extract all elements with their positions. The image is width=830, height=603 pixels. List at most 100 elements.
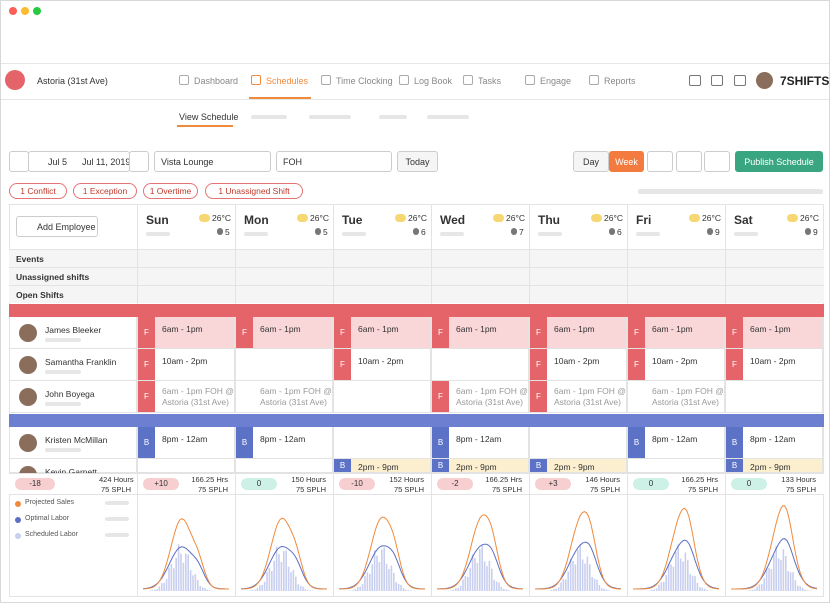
min-dot[interactable]: [21, 7, 29, 15]
shift-cell[interactable]: B 2pm - 9pm: [333, 459, 431, 473]
shift-time: 6am - 1pm FOH @: [554, 386, 626, 396]
trend-line: [240, 517, 327, 590]
labor-bar: [665, 575, 667, 591]
nav-item[interactable]: Tasks: [478, 76, 502, 86]
employee-name[interactable]: Samantha Franklin: [45, 357, 117, 367]
top-icon[interactable]: [734, 75, 746, 86]
nav-icon[interactable]: [463, 75, 473, 85]
shift-cell[interactable]: F 6am - 1pm: [333, 317, 431, 349]
nav-item[interactable]: Log Book: [414, 76, 453, 86]
location-select[interactable]: Vista Lounge: [154, 151, 271, 172]
view-week[interactable]: Week: [609, 151, 644, 172]
employee-name[interactable]: James Bleeker: [45, 325, 102, 335]
shift-cell[interactable]: F 6am - 1pm: [725, 317, 823, 349]
section-cell: [137, 285, 138, 303]
alert-pill[interactable]: 1 Overtime: [143, 183, 198, 199]
labor-bar: [467, 576, 469, 591]
shift-cell[interactable]: 6am - 1pm FOH @ Astoria (31st Ave): [627, 381, 725, 413]
max-dot[interactable]: [33, 7, 41, 15]
shift-cell[interactable]: F 6am - 1pm: [137, 317, 235, 349]
logo[interactable]: [5, 70, 25, 90]
labor-bar: [584, 563, 586, 591]
shift-cell[interactable]: B 8pm - 12am: [725, 427, 823, 459]
sub-tab[interactable]: View Schedule: [179, 112, 239, 122]
labor-bar: [163, 582, 165, 591]
labor-bar: [792, 572, 794, 591]
labor-bar: [462, 579, 464, 591]
next-btn[interactable]: [129, 151, 149, 172]
placeholder: [636, 232, 660, 236]
top-icon[interactable]: [711, 75, 723, 86]
shift-cell[interactable]: F 10am - 2pm: [529, 349, 627, 381]
date-end: Jul 11, 2019: [82, 157, 131, 167]
day-name: Thu: [538, 213, 560, 227]
labor-bar: [455, 588, 457, 591]
today-btn[interactable]: Today: [397, 151, 438, 172]
shift-time: 10am - 2pm: [750, 356, 796, 366]
nav-icon[interactable]: [321, 75, 331, 85]
nav-icon[interactable]: [525, 75, 535, 85]
close-dot[interactable]: [9, 7, 17, 15]
shift-cell[interactable]: F 10am - 2pm: [333, 349, 431, 381]
employee-name[interactable]: John Boyega: [45, 389, 95, 399]
shift-cell[interactable]: B 8pm - 12am: [137, 427, 235, 459]
alert-pill[interactable]: 1 Exception: [73, 183, 137, 199]
day-splh: 75 SPLH: [295, 485, 326, 494]
role-badge: F: [726, 349, 743, 380]
avatar[interactable]: [756, 72, 773, 89]
top-icon[interactable]: [689, 75, 701, 86]
shift-cell[interactable]: F 6am - 1pm: [529, 317, 627, 349]
publish-btn[interactable]: Publish Schedule: [735, 151, 823, 172]
shift-cell[interactable]: F 6am - 1pm: [235, 317, 333, 349]
labor-bar: [751, 590, 753, 591]
section-cell: [529, 267, 530, 285]
nav-item[interactable]: Schedules: [266, 76, 309, 86]
shift-cell[interactable]: B 8pm - 12am: [431, 427, 529, 459]
nav-icon[interactable]: [251, 75, 261, 85]
tool-btn[interactable]: [647, 151, 673, 172]
nav-icon[interactable]: [399, 75, 409, 85]
nav-item[interactable]: Engage: [540, 76, 572, 86]
prev-btn[interactable]: [9, 151, 29, 172]
shift-cell[interactable]: 6am - 1pm FOH @ Astoria (31st Ave): [235, 381, 333, 413]
nav-icon[interactable]: [589, 75, 599, 85]
nav-item[interactable]: Reports: [604, 76, 636, 86]
alert-pill[interactable]: 1 Unassigned Shift: [205, 183, 303, 199]
shift-cell[interactable]: B 2pm - 9pm: [725, 459, 823, 473]
employee-cell: [9, 317, 137, 349]
shift-cell[interactable]: B 2pm - 9pm: [529, 459, 627, 473]
weather-icon: [493, 214, 504, 222]
role-badge: F: [530, 349, 547, 380]
location-name[interactable]: Astoria (31st Ave): [37, 76, 108, 86]
view-day[interactable]: Day: [573, 151, 609, 172]
shift-cell[interactable]: F 6am - 1pm FOH @ Astoria (31st Ave): [137, 381, 235, 413]
placeholder: [638, 189, 823, 194]
labor-bar: [572, 560, 574, 591]
shift-cell[interactable]: B 8pm - 12am: [235, 427, 333, 459]
shift-cell[interactable]: F 6am - 1pm: [431, 317, 529, 349]
add-employee-btn[interactable]: Add Employee: [16, 216, 98, 237]
department-select[interactable]: FOH: [276, 151, 392, 172]
nav-icon[interactable]: [179, 75, 189, 85]
tool-btn[interactable]: [704, 151, 730, 172]
labor-bar: [694, 576, 696, 591]
shift-cell[interactable]: F 6am - 1pm FOH @ Astoria (31st Ave): [529, 381, 627, 413]
labor-bar: [749, 590, 751, 591]
shift-cell[interactable]: F 10am - 2pm: [137, 349, 235, 381]
employee-name[interactable]: Kristen McMillan: [45, 435, 108, 445]
shift-cell[interactable]: F 10am - 2pm: [725, 349, 823, 381]
placeholder: [45, 338, 81, 342]
brand: 7SHIFTS: [780, 74, 830, 88]
labor-bar: [756, 586, 758, 591]
shift-cell[interactable]: B 2pm - 9pm: [431, 459, 529, 473]
shift-cell[interactable]: F 10am - 2pm: [627, 349, 725, 381]
weather-icon: [297, 214, 308, 222]
shift-cell[interactable]: F 6am - 1pm FOH @ Astoria (31st Ave): [431, 381, 529, 413]
shift-cell[interactable]: F 6am - 1pm: [627, 317, 725, 349]
tool-btn[interactable]: [676, 151, 702, 172]
nav-item[interactable]: Time Clocking: [336, 76, 393, 86]
nav-item[interactable]: Dashboard: [194, 76, 239, 86]
alert-pill[interactable]: 1 Conflict: [9, 183, 67, 199]
shift-cell[interactable]: B 8pm - 12am: [627, 427, 725, 459]
employee-name[interactable]: Kevin Garnett: [45, 467, 97, 477]
